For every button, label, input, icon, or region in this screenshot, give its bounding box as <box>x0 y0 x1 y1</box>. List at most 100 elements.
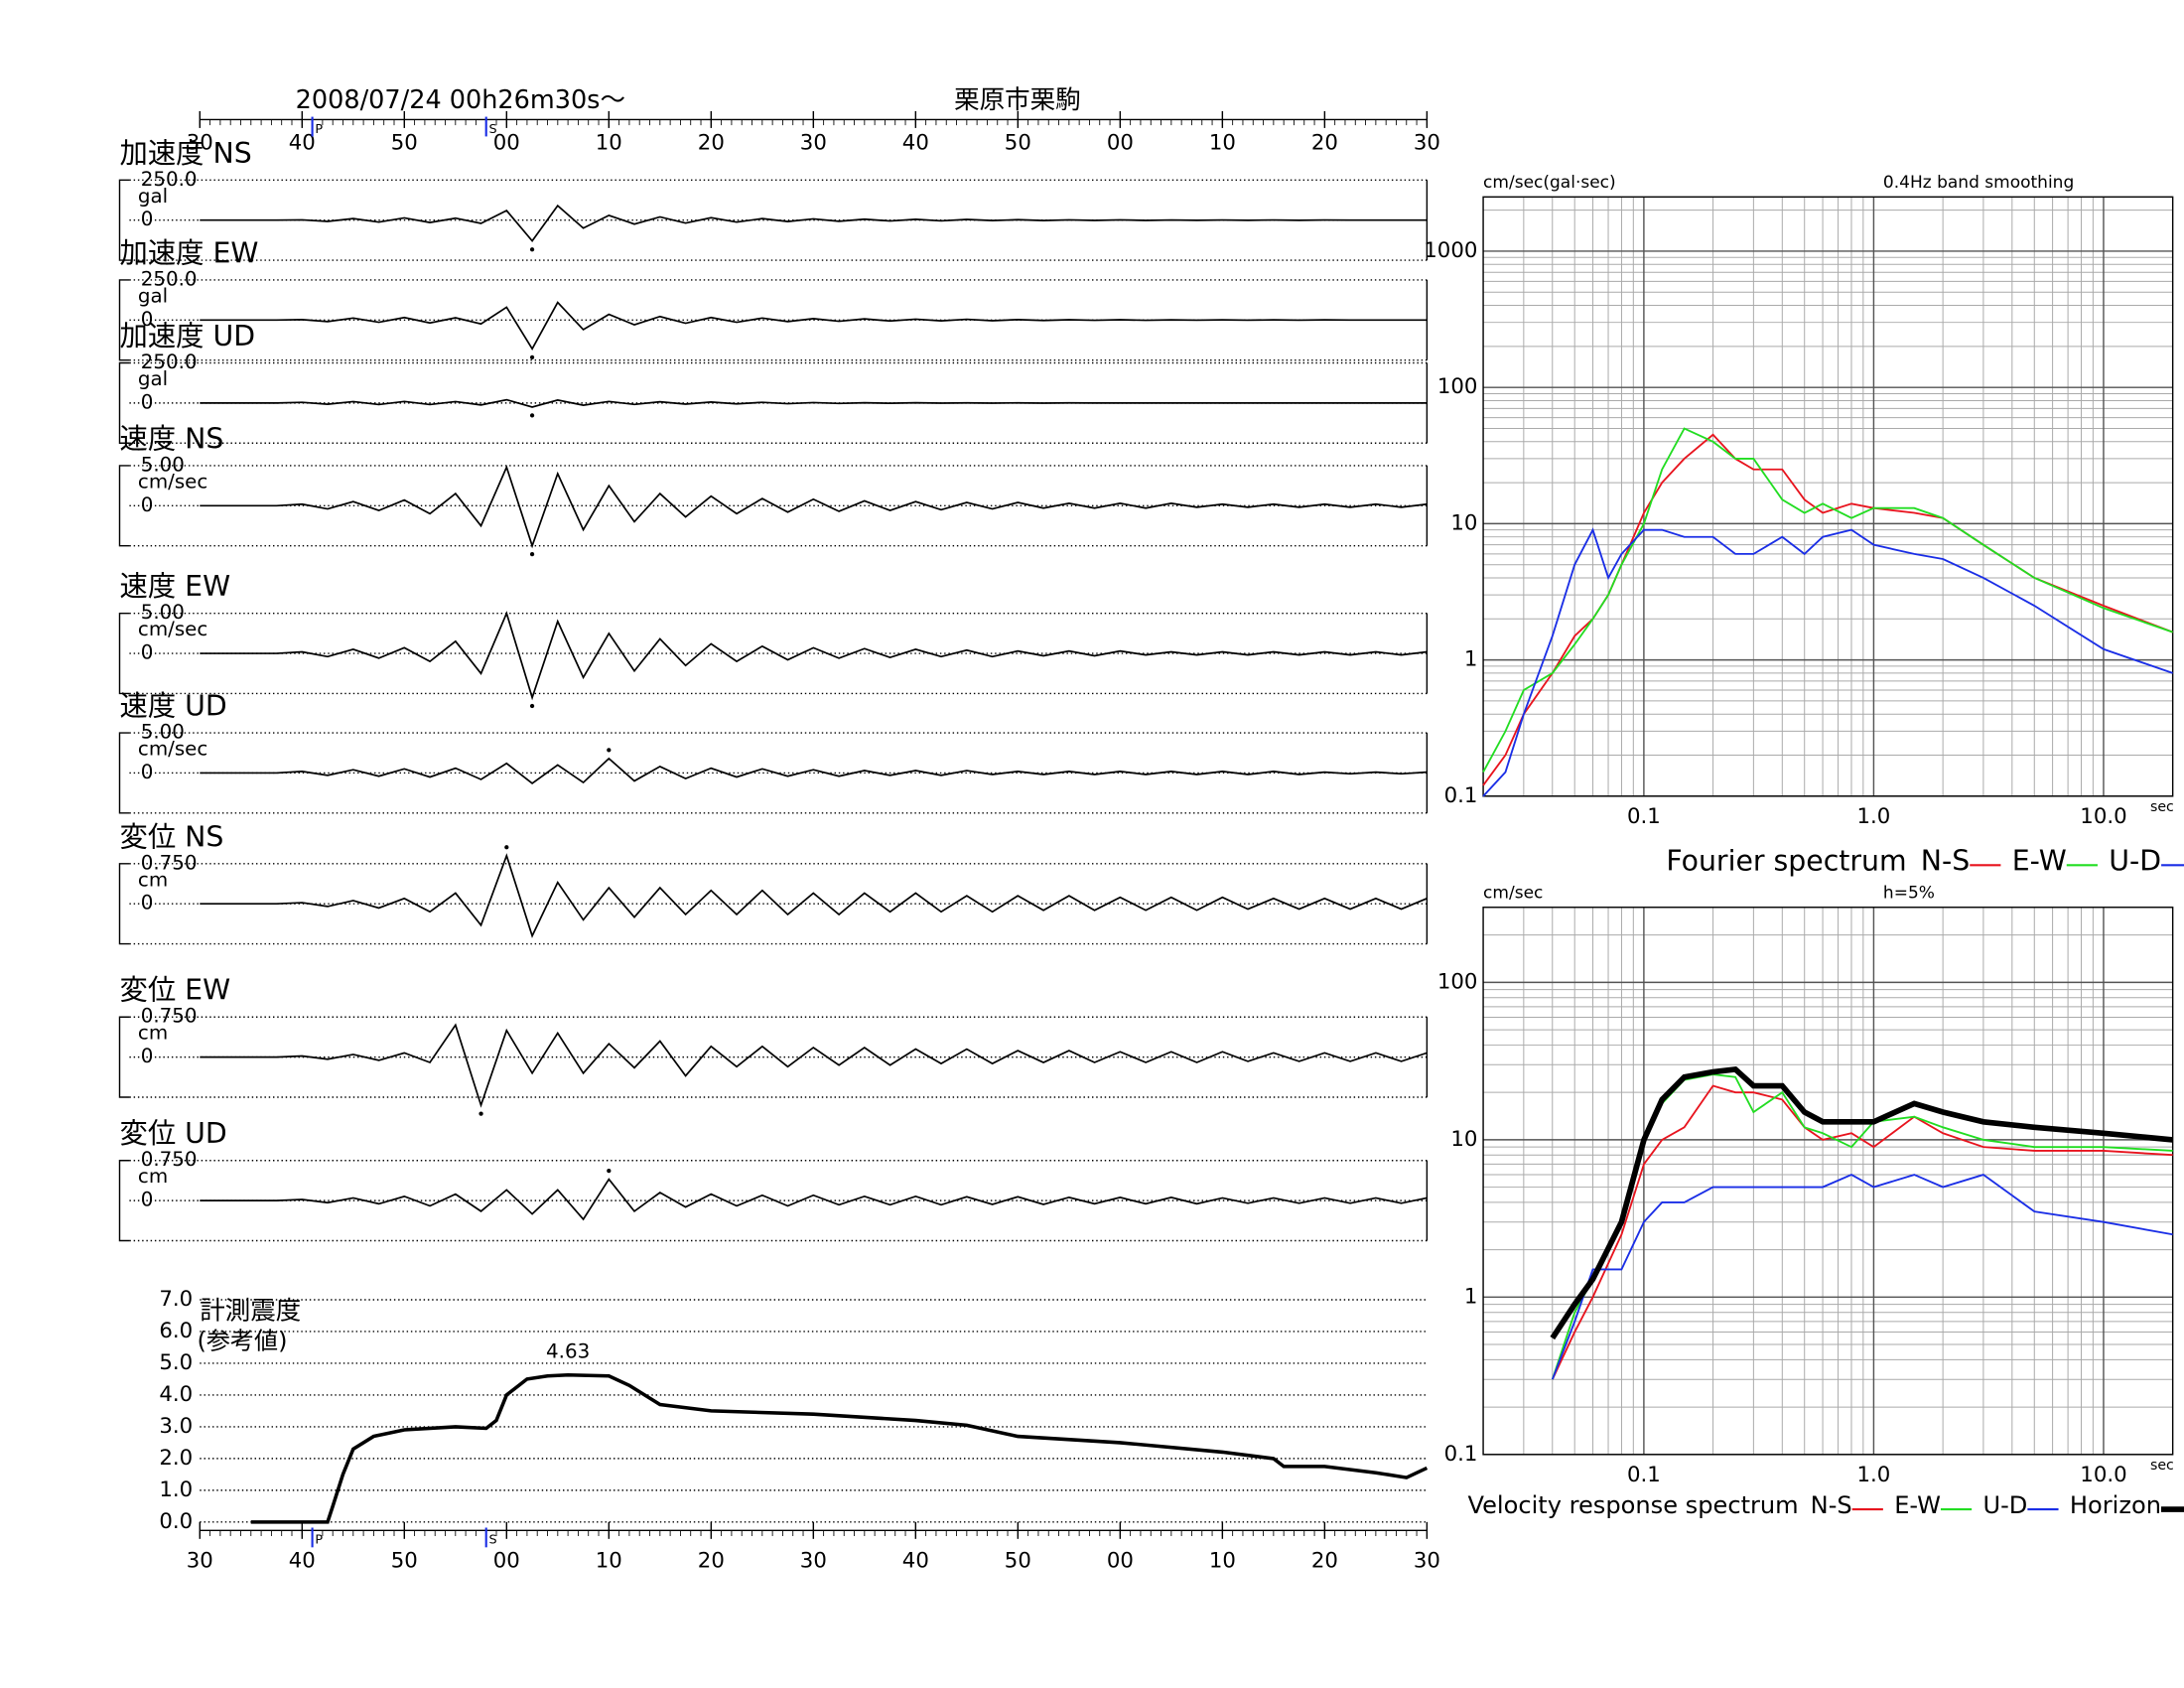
unit-label: cm/sec <box>138 470 207 492</box>
y-tick-label: 0.0 <box>159 1509 193 1534</box>
x-tick-label: 40 <box>902 131 929 156</box>
peak-dot <box>529 413 535 418</box>
spectrum-line <box>1550 1065 2173 1340</box>
x-axis-label: sec <box>2150 1458 2174 1474</box>
y-tick-label: 1000 <box>1424 238 1477 263</box>
x-tick-label: 40 <box>289 131 316 156</box>
x-tick-label: 00 <box>493 131 520 156</box>
record-time: 2008/07/24 00h26m30s〜 <box>296 85 625 115</box>
x-tick-label: 10 <box>596 1549 622 1574</box>
y-tick-label: 7.0 <box>159 1287 193 1312</box>
y-tick-label: 4.0 <box>159 1382 193 1407</box>
spectrum-line <box>1482 427 2173 774</box>
panel-bracket <box>118 465 130 547</box>
panel-label: 変位 EW <box>119 974 230 1007</box>
phase-label: S <box>489 122 497 137</box>
x-tick-label: 10.0 <box>2080 804 2126 829</box>
x-tick-label: 30 <box>1414 131 1440 156</box>
waveform-trace <box>200 757 1428 785</box>
intensity-line <box>250 1373 1429 1524</box>
peak-dot <box>478 1111 483 1116</box>
peak-dot <box>529 552 535 557</box>
peak-dot <box>529 354 535 359</box>
y-tick-label: 0 <box>141 208 154 230</box>
legend-label: U-D <box>1982 1491 2027 1519</box>
legend-label: E-W <box>2012 844 2067 877</box>
x-tick-label: 20 <box>1311 1549 1338 1574</box>
panel-label: 加速度 EW <box>119 236 258 269</box>
y-tick-label: 100 <box>1437 969 1478 994</box>
peak-dot <box>504 845 509 850</box>
x-tick-label: 30 <box>187 1549 213 1574</box>
y-tick-label: 0.1 <box>1444 783 1478 808</box>
panel-label: 加速度 UD <box>119 320 255 352</box>
intensity-title: 計測震度 <box>200 1297 301 1327</box>
y-tick-label: 0 <box>141 1045 154 1067</box>
x-tick-label: 20 <box>1311 131 1338 156</box>
legend-label: U-D <box>2109 844 2161 877</box>
unit-label: gal <box>138 367 168 390</box>
y-axis-label: cm/sec(gal·sec) <box>1483 173 1616 193</box>
x-tick-label: 20 <box>698 131 725 156</box>
y-axis-label: cm/sec <box>1483 884 1543 904</box>
legend-label: E-W <box>1894 1491 1941 1519</box>
waveform-trace <box>200 204 1428 243</box>
x-tick-label: 0.1 <box>1627 804 1661 829</box>
x-axis-label: sec <box>2150 799 2174 815</box>
panel-label: 加速度 NS <box>119 137 251 170</box>
y-tick-label: 6.0 <box>159 1319 193 1343</box>
plot-frame <box>1482 907 2174 1456</box>
y-tick-label: 0 <box>141 641 154 664</box>
y-tick-label: 1 <box>1464 647 1478 672</box>
y-tick-label: 0.750 <box>141 1005 198 1028</box>
unit-label: cm <box>138 868 168 891</box>
x-tick-label: 00 <box>493 1549 520 1574</box>
y-tick-label: 0 <box>141 892 154 914</box>
x-tick-label: 30 <box>1414 1549 1440 1574</box>
y-tick-label: 10 <box>1450 510 1477 535</box>
panel-bracket <box>118 1016 130 1098</box>
spectrum-line <box>1482 527 2173 797</box>
y-tick-label: 250.0 <box>141 168 198 191</box>
waveform-trace <box>200 301 1428 352</box>
waveform-trace <box>200 1023 1428 1108</box>
peak-dot <box>607 748 612 753</box>
y-tick-label: 5.00 <box>141 721 185 744</box>
x-tick-label: 50 <box>1005 1549 1031 1574</box>
peak-dot <box>529 703 535 709</box>
waveform-trace <box>200 1178 1428 1221</box>
panel-bracket <box>118 732 130 814</box>
y-tick-label: 3.0 <box>159 1414 193 1439</box>
phase-label: P <box>315 122 323 137</box>
y-tick-label: 0 <box>141 390 154 413</box>
unit-label: cm/sec <box>138 738 207 761</box>
legend-title: Velocity response spectrum <box>1467 1491 1798 1519</box>
y-tick-label: 1 <box>1464 1284 1478 1309</box>
x-tick-label: 10 <box>1209 1549 1236 1574</box>
x-tick-label: 50 <box>391 131 418 156</box>
y-tick-label: 5.00 <box>141 453 185 476</box>
y-tick-label: 5.0 <box>159 1350 193 1375</box>
panel-label: 変位 UD <box>119 1117 226 1150</box>
panel-label: 速度 EW <box>119 570 230 603</box>
y-tick-label: 0.750 <box>141 1148 198 1171</box>
x-tick-label: 40 <box>289 1549 316 1574</box>
x-tick-label: 1.0 <box>1857 804 1891 829</box>
panel-label: 変位 NS <box>119 820 223 853</box>
spectrum-line <box>1482 433 2173 786</box>
panel-label: 速度 UD <box>119 690 226 723</box>
plot-note: 0.4Hz band smoothing <box>1883 173 2074 193</box>
legend-label: N-S <box>1921 844 1970 877</box>
y-tick-label: 1.0 <box>159 1477 193 1502</box>
x-tick-label: 10.0 <box>2080 1463 2126 1487</box>
x-tick-label: 1.0 <box>1857 1463 1891 1487</box>
station-title: 栗原市栗駒 <box>954 85 1081 115</box>
x-tick-label: 30 <box>800 131 827 156</box>
legend-label: Horizon <box>2070 1491 2161 1519</box>
y-tick-label: 0 <box>141 308 154 331</box>
spectrum-line <box>1551 1084 2173 1380</box>
x-tick-label: 00 <box>1107 1549 1134 1574</box>
y-tick-label: 0 <box>141 493 154 516</box>
panel-bracket <box>118 279 130 361</box>
y-tick-label: 0.750 <box>141 851 198 874</box>
